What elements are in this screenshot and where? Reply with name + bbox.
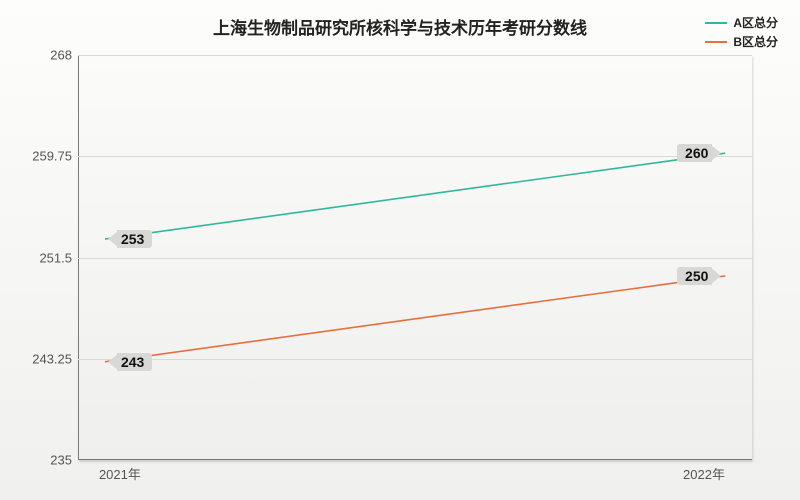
xtick-label: 2021年 bbox=[99, 464, 141, 483]
ytick-label: 243.25 bbox=[32, 351, 72, 366]
series-b-line bbox=[105, 276, 725, 362]
ytick-label: 235 bbox=[50, 453, 72, 468]
xtick-label: 2022年 bbox=[683, 464, 725, 483]
legend-label-a: A区总分 bbox=[733, 14, 778, 31]
ytick-label: 259.75 bbox=[32, 149, 72, 164]
legend-swatch-a bbox=[705, 22, 727, 24]
chart-title: 上海生物制品研究所核科学与技术历年考研分数线 bbox=[0, 14, 800, 39]
legend-swatch-b bbox=[705, 41, 727, 43]
value-callout: 253 bbox=[108, 230, 152, 248]
ytick-label: 268 bbox=[50, 48, 72, 63]
legend-item-b: B区总分 bbox=[705, 33, 778, 50]
value-callout: 260 bbox=[677, 144, 721, 162]
line-series-svg bbox=[78, 55, 752, 460]
ytick-label: 251.5 bbox=[39, 250, 72, 265]
legend-item-a: A区总分 bbox=[705, 14, 778, 31]
legend-label-b: B区总分 bbox=[733, 33, 778, 50]
series-a-line bbox=[105, 153, 725, 239]
value-callout: 250 bbox=[677, 267, 721, 285]
value-callout: 243 bbox=[108, 353, 152, 371]
legend: A区总分 B区总分 bbox=[705, 14, 778, 52]
